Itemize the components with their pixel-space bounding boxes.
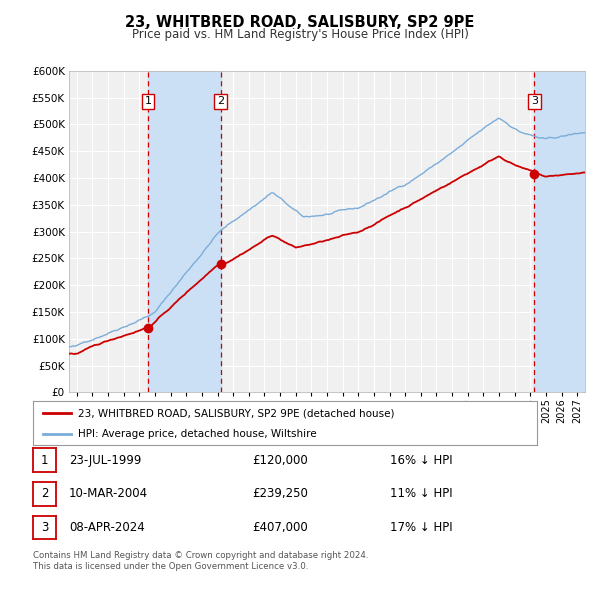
Text: £239,250: £239,250: [252, 487, 308, 500]
Text: 3: 3: [531, 96, 538, 106]
Text: 2: 2: [41, 487, 48, 500]
Text: 2: 2: [217, 96, 224, 106]
Text: 23, WHITBRED ROAD, SALISBURY, SP2 9PE: 23, WHITBRED ROAD, SALISBURY, SP2 9PE: [125, 15, 475, 30]
Text: 23-JUL-1999: 23-JUL-1999: [69, 454, 142, 467]
Text: Contains HM Land Registry data © Crown copyright and database right 2024.: Contains HM Land Registry data © Crown c…: [33, 552, 368, 560]
Text: HPI: Average price, detached house, Wiltshire: HPI: Average price, detached house, Wilt…: [79, 428, 317, 438]
Bar: [148, 71, 221, 392]
Text: 1: 1: [41, 454, 48, 467]
Text: 17% ↓ HPI: 17% ↓ HPI: [390, 521, 452, 534]
Text: 11% ↓ HPI: 11% ↓ HPI: [390, 487, 452, 500]
Text: 08-APR-2024: 08-APR-2024: [69, 521, 145, 534]
Text: 23, WHITBRED ROAD, SALISBURY, SP2 9PE (detached house): 23, WHITBRED ROAD, SALISBURY, SP2 9PE (d…: [79, 408, 395, 418]
Bar: [535, 71, 585, 392]
Text: £120,000: £120,000: [252, 454, 308, 467]
Text: 3: 3: [41, 521, 48, 534]
Text: This data is licensed under the Open Government Licence v3.0.: This data is licensed under the Open Gov…: [33, 562, 308, 571]
Text: 10-MAR-2004: 10-MAR-2004: [69, 487, 148, 500]
Text: £407,000: £407,000: [252, 521, 308, 534]
Text: 1: 1: [145, 96, 151, 106]
Text: 16% ↓ HPI: 16% ↓ HPI: [390, 454, 452, 467]
Text: Price paid vs. HM Land Registry's House Price Index (HPI): Price paid vs. HM Land Registry's House …: [131, 28, 469, 41]
